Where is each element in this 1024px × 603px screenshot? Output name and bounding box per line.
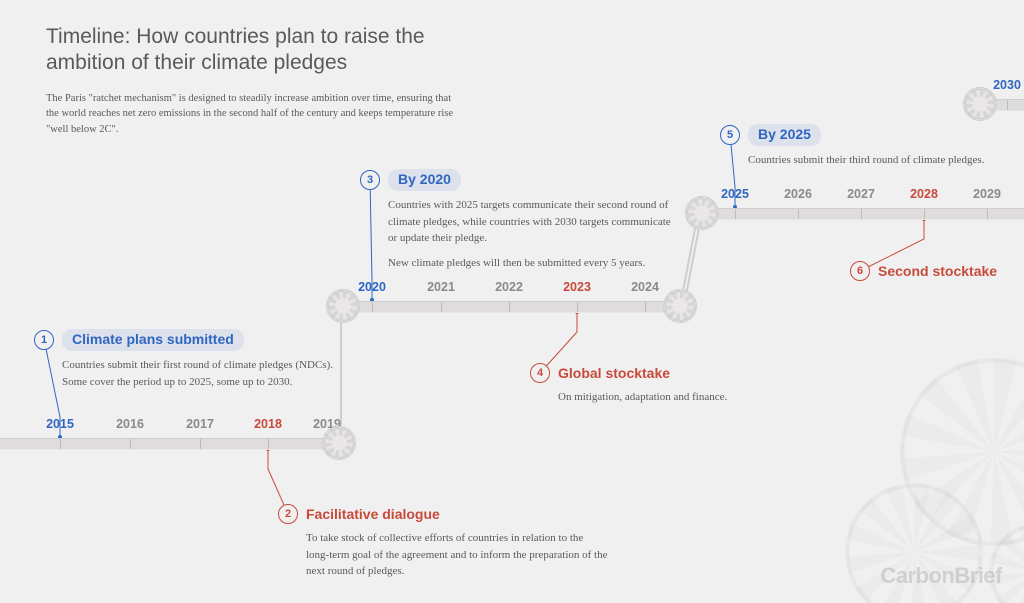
gear-icon bbox=[322, 426, 356, 460]
year-label-2029: 2029 bbox=[973, 187, 1001, 201]
event-4: 4 Global stocktake On mitigation, adaptati… bbox=[530, 363, 810, 414]
year-label-2027: 2027 bbox=[847, 187, 875, 201]
event-6: 6 Second stocktake bbox=[850, 261, 1024, 287]
year-label-2025: 2025 bbox=[721, 187, 749, 201]
year-label-2020: 2020 bbox=[358, 280, 386, 294]
event-3: 3 By 2020 Countries with 2025 targets comm… bbox=[360, 169, 680, 279]
year-label-2028: 2028 bbox=[910, 187, 938, 201]
event-2: 2 Facilitative dialogue To take stock of c… bbox=[278, 504, 608, 588]
event-5: 5 By 2025 Countries submit their third rou… bbox=[720, 124, 1020, 177]
timeline-bar: 20202021202220232024 bbox=[343, 301, 680, 313]
event-title: Second stocktake bbox=[878, 263, 997, 279]
year-label-2022: 2022 bbox=[495, 280, 523, 294]
event-title: Global stocktake bbox=[558, 365, 670, 381]
gear-icon bbox=[326, 289, 360, 323]
event-title: By 2025 bbox=[758, 126, 811, 142]
gear-icon bbox=[963, 87, 997, 121]
year-label-2024: 2024 bbox=[631, 280, 659, 294]
event-body: On mitigation, adaptation and finance. bbox=[558, 389, 810, 406]
year-label-2016: 2016 bbox=[116, 417, 144, 431]
event-number: 5 bbox=[720, 125, 740, 145]
event-title: Facilitative dialogue bbox=[306, 506, 440, 522]
event-number: 4 bbox=[530, 363, 550, 383]
event-title: By 2020 bbox=[398, 171, 451, 187]
year-label-2021: 2021 bbox=[427, 280, 455, 294]
event-number: 6 bbox=[850, 261, 870, 281]
timeline-bar: 20152016201720182019 bbox=[0, 438, 339, 450]
page-title: Timeline: How countries plan to raise th… bbox=[46, 24, 466, 77]
infographic-stage: Timeline: How countries plan to raise th… bbox=[0, 0, 1024, 603]
page-subtitle: The Paris "ratchet mechanism" is designe… bbox=[46, 91, 466, 138]
year-label-2023: 2023 bbox=[563, 280, 591, 294]
event-title: Climate plans submitted bbox=[72, 331, 234, 347]
event-body: Countries with 2025 targets communicate … bbox=[388, 197, 680, 271]
event-1: 1 Climate plans submitted Countries submit… bbox=[34, 329, 334, 398]
brand-watermark: CarbonBrief bbox=[880, 563, 1002, 589]
gear-icon bbox=[663, 289, 697, 323]
year-label-2017: 2017 bbox=[186, 417, 214, 431]
year-label-2026: 2026 bbox=[784, 187, 812, 201]
event-number: 2 bbox=[278, 504, 298, 524]
year-label-2018: 2018 bbox=[254, 417, 282, 431]
event-number: 1 bbox=[34, 330, 54, 350]
event-body: Countries submit their third round of cl… bbox=[748, 152, 1020, 169]
year-label-2030: 2030 bbox=[993, 78, 1021, 92]
header: Timeline: How countries plan to raise th… bbox=[46, 24, 466, 138]
event-body: To take stock of collective efforts of c… bbox=[306, 530, 608, 580]
event-body: Countries submit their first round of cl… bbox=[62, 357, 334, 390]
gear-icon bbox=[685, 196, 719, 230]
event-number: 3 bbox=[360, 170, 380, 190]
timeline-bar: 20252026202720282029 bbox=[702, 208, 1024, 220]
year-label-2015: 2015 bbox=[46, 417, 74, 431]
